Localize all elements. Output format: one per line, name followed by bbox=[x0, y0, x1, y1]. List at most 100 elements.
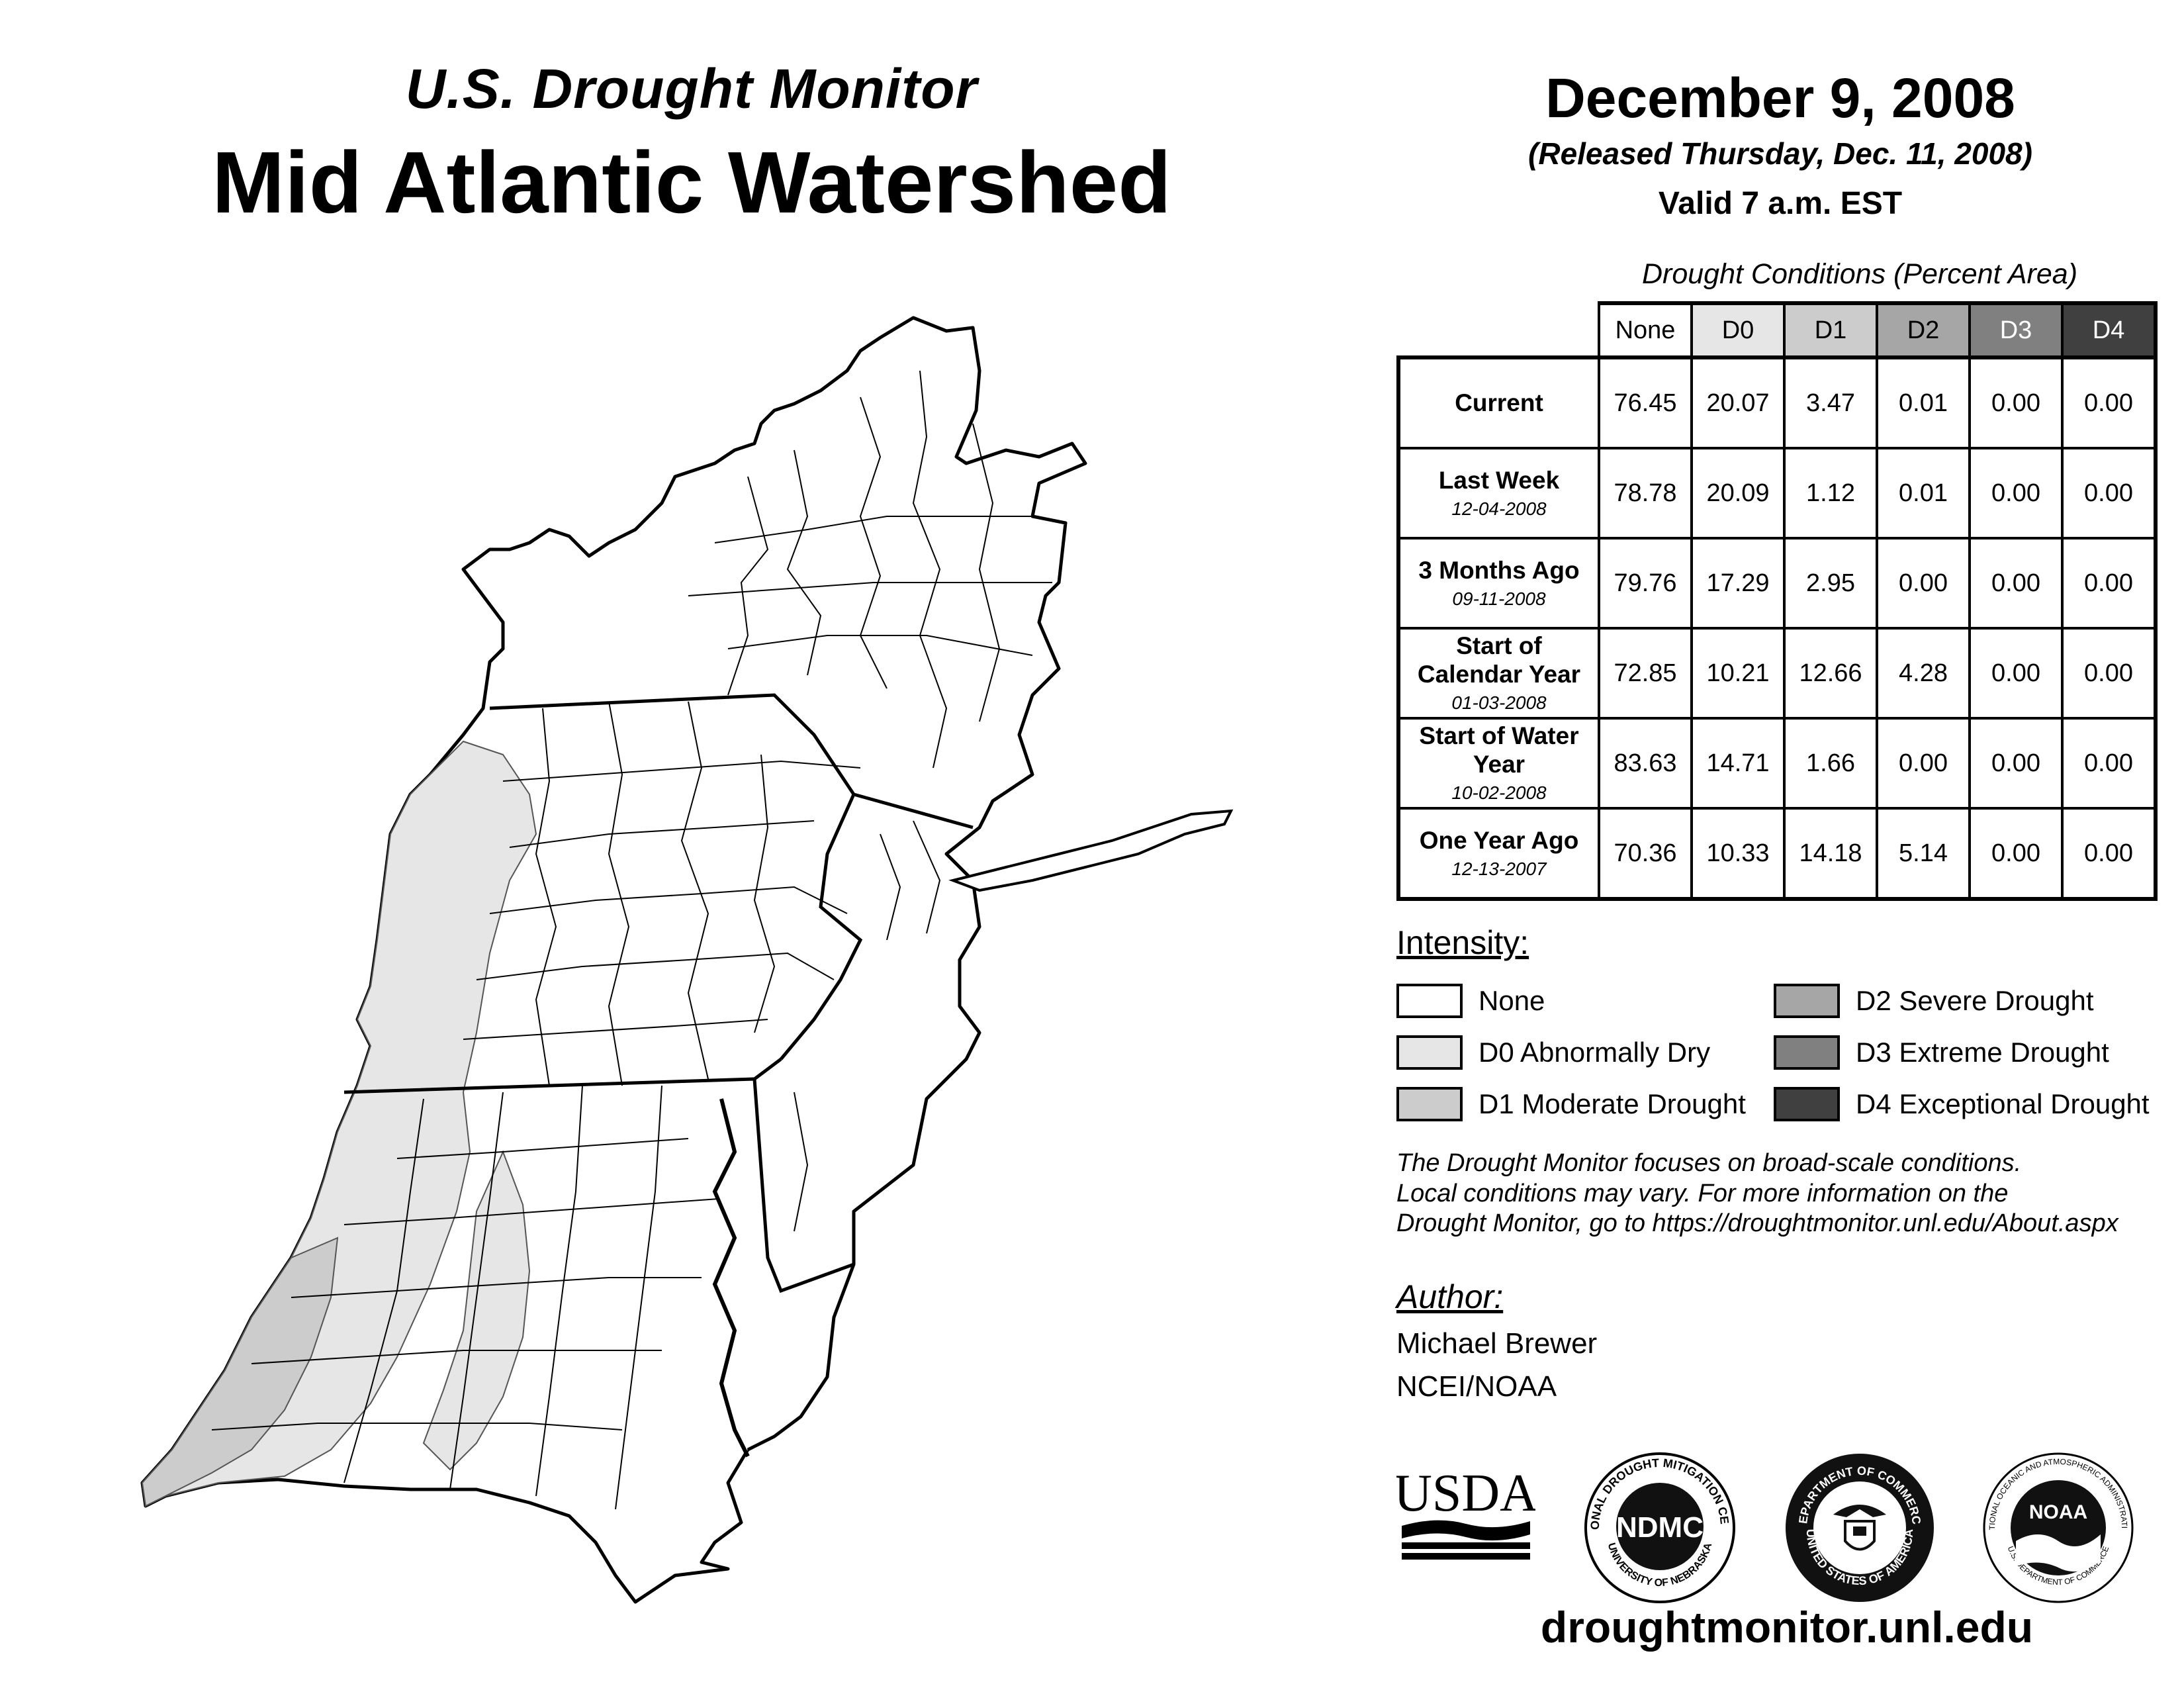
cell: 0.00 bbox=[1968, 627, 2064, 720]
usda-logo: USDA bbox=[1396, 1464, 1535, 1560]
cell: 0.00 bbox=[2061, 807, 2158, 901]
legend-item-d1: D1 Moderate Drought bbox=[1396, 1084, 1746, 1124]
table-caption: Drought Conditions (Percent Area) bbox=[1641, 258, 2078, 290]
cell: 1.66 bbox=[1783, 717, 1878, 810]
cell: 83.63 bbox=[1598, 717, 1693, 810]
row-label-text: Start of Water Year bbox=[1419, 722, 1579, 778]
state-boundaries bbox=[343, 693, 974, 1293]
row-label: 3 Months Ago 09-11-2008 bbox=[1396, 537, 1600, 630]
cell: 14.18 bbox=[1783, 807, 1878, 901]
cell: 0.00 bbox=[1876, 537, 1971, 630]
ndmc-logo: NATIONAL DROUGHT MITIGATION CENTER UNIVE… bbox=[1580, 1448, 1735, 1603]
cell: 76.45 bbox=[1598, 355, 1693, 449]
cell: 1.12 bbox=[1783, 447, 1878, 539]
row-label-text: Start of Calendar Year bbox=[1417, 632, 1581, 688]
cell: 0.00 bbox=[1968, 355, 2064, 449]
col-header-d1: D1 bbox=[1783, 301, 1878, 359]
cell: 0.00 bbox=[2061, 627, 2158, 720]
cell: 12.66 bbox=[1783, 627, 1878, 720]
map-subtitle: U.S. Drought Monitor bbox=[405, 58, 978, 120]
commerce-logo: DEPARTMENT OF COMMERCE UNITED STATES OF … bbox=[1780, 1448, 1934, 1602]
col-header-none: None bbox=[1598, 301, 1693, 359]
cell: 0.00 bbox=[2061, 355, 2158, 449]
cell: 0.00 bbox=[1968, 447, 2064, 539]
cell: 0.00 bbox=[1968, 537, 2064, 630]
cell: 0.01 bbox=[1876, 447, 1971, 539]
noaa-logo: NATIONAL OCEANIC AND ATMOSPHERIC ADMINIS… bbox=[1979, 1448, 2134, 1603]
legend-swatch bbox=[1396, 1087, 1463, 1121]
cell: 4.28 bbox=[1876, 627, 1971, 720]
row-label-text: One Year Ago bbox=[1419, 826, 1579, 854]
row-label-text: Last Week bbox=[1438, 466, 1560, 494]
cell: 0.00 bbox=[2061, 717, 2158, 810]
note-line: The Drought Monitor focuses on broad-sca… bbox=[1396, 1149, 2022, 1177]
cell: 0.00 bbox=[1968, 717, 2064, 810]
county-boundaries bbox=[211, 370, 1052, 1510]
valid-time: Valid 7 a.m. EST bbox=[1658, 186, 1903, 221]
legend-item-d0: D0 Abnormally Dry bbox=[1396, 1033, 1710, 1072]
author-title: Author: bbox=[1396, 1278, 1504, 1315]
cell: 3.47 bbox=[1783, 355, 1878, 449]
row-date: 12-04-2008 bbox=[1451, 498, 1547, 520]
row-date: 09-11-2008 bbox=[1452, 588, 1546, 610]
note-line: Local conditions may vary. For more info… bbox=[1396, 1179, 2009, 1207]
d1-area bbox=[141, 1237, 339, 1507]
legend-label: D4 Exceptional Drought bbox=[1856, 1088, 2150, 1119]
table-row: Last Week 12-04-2008 78.78 20.09 1.12 0.0… bbox=[1396, 447, 2158, 539]
table-corner bbox=[1398, 303, 1600, 359]
row-label: Last Week 12-04-2008 bbox=[1396, 447, 1600, 539]
d0-area-east bbox=[422, 1150, 531, 1471]
cell: 0.00 bbox=[2061, 537, 2158, 630]
legend-label: D2 Severe Drought bbox=[1856, 985, 2094, 1016]
cell: 79.76 bbox=[1598, 537, 1693, 630]
row-label-text: 3 Months Ago bbox=[1418, 556, 1580, 584]
row-date: 12-13-2007 bbox=[1451, 859, 1547, 880]
long-island bbox=[948, 809, 1234, 892]
col-header-d0: D0 bbox=[1690, 301, 1786, 359]
cell: 20.09 bbox=[1690, 447, 1786, 539]
cell: 10.21 bbox=[1690, 627, 1786, 720]
cell: 78.78 bbox=[1598, 447, 1693, 539]
legend-label: D3 Extreme Drought bbox=[1856, 1037, 2109, 1068]
legend-item-d2: D2 Severe Drought bbox=[1774, 981, 2094, 1021]
release-date: (Released Thursday, Dec. 11, 2008) bbox=[1528, 136, 2032, 171]
seagull-icon bbox=[2016, 1534, 2101, 1572]
row-date: 01-03-2008 bbox=[1451, 692, 1547, 714]
legend-label: D0 Abnormally Dry bbox=[1479, 1037, 1711, 1068]
legend-item-d4: D4 Exceptional Drought bbox=[1774, 1084, 2150, 1124]
table-row: One Year Ago 12-13-2007 70.36 10.33 14.18… bbox=[1396, 807, 2158, 901]
usda-logo-text: USDA bbox=[1396, 1464, 1535, 1523]
cell: 14.71 bbox=[1690, 717, 1786, 810]
col-header-d4: D4 bbox=[2061, 301, 2158, 359]
website-url[interactable]: droughtmonitor.unl.edu bbox=[1540, 1603, 2034, 1652]
cell: 2.95 bbox=[1783, 537, 1878, 630]
author-name: Michael Brewer bbox=[1396, 1327, 1598, 1360]
row-label: One Year Ago 12-13-2007 bbox=[1396, 807, 1600, 901]
note-line: Drought Monitor, go to https://droughtmo… bbox=[1396, 1209, 2118, 1238]
cell: 10.33 bbox=[1690, 807, 1786, 901]
eagle-icon bbox=[1833, 1505, 1886, 1517]
table-row: Start of Calendar Year 01-03-2008 72.85 1… bbox=[1396, 627, 2158, 720]
drought-map bbox=[140, 316, 1234, 1604]
cell: 70.36 bbox=[1598, 807, 1693, 901]
legend-title: Intensity: bbox=[1396, 924, 1529, 961]
row-label: Start of Water Year 10-02-2008 bbox=[1396, 717, 1600, 810]
cell: 20.07 bbox=[1690, 355, 1786, 449]
table-row: Start of Water Year 10-02-2008 83.63 14.7… bbox=[1396, 717, 2158, 810]
legend-label: None bbox=[1479, 985, 1545, 1016]
cell: 72.85 bbox=[1598, 627, 1693, 720]
noaa-logo-text: NOAA bbox=[2029, 1501, 2087, 1523]
cell: 17.29 bbox=[1690, 537, 1786, 630]
col-header-d2: D2 bbox=[1876, 301, 1971, 359]
legend-item-none: None bbox=[1396, 981, 1545, 1021]
row-label-text: Current bbox=[1455, 389, 1543, 416]
ndmc-logo-text: NDMC bbox=[1616, 1511, 1704, 1544]
legend-swatch bbox=[1774, 984, 1840, 1018]
legend-swatch bbox=[1774, 1035, 1840, 1070]
cell: 0.01 bbox=[1876, 355, 1971, 449]
map-title: Mid Atlantic Watershed bbox=[212, 134, 1171, 231]
valid-date: December 9, 2008 bbox=[1545, 67, 2015, 129]
row-date: 10-02-2008 bbox=[1451, 782, 1547, 804]
chesapeake-bay bbox=[712, 1098, 750, 1458]
disclaimer-note: The Drought Monitor focuses on broad-sca… bbox=[1396, 1149, 2177, 1239]
